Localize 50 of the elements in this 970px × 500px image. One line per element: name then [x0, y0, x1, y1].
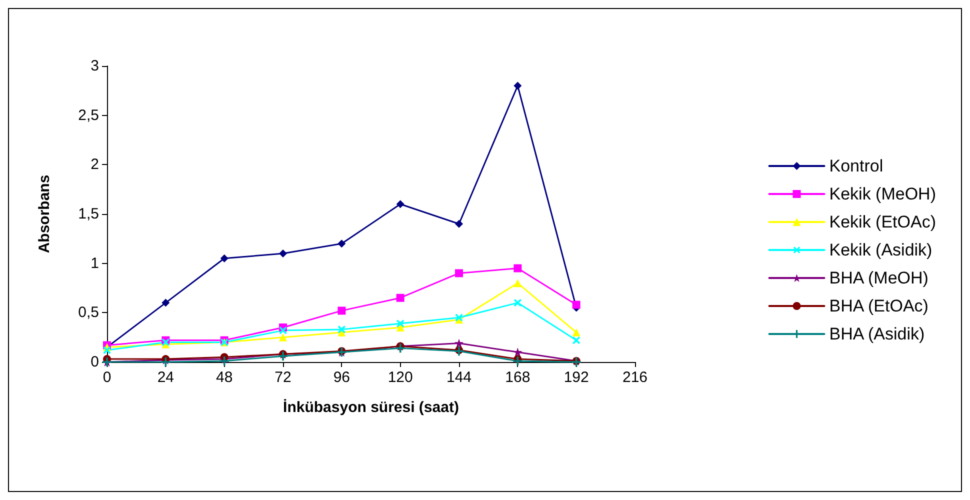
point: [455, 220, 463, 228]
point: [514, 82, 522, 90]
x-tick-label: 192: [564, 369, 589, 386]
point: [514, 298, 522, 307]
point: [338, 326, 346, 334]
legend-label: Kekik (Asidik): [829, 240, 932, 260]
y-tick-label: 1,5: [78, 206, 99, 222]
x-tick-label: 216: [622, 369, 648, 386]
y-tick-label: 2: [90, 156, 99, 174]
legend-label: Kontrol: [829, 156, 884, 176]
point: [572, 328, 580, 336]
legend-label: BHA (MeOH): [829, 268, 928, 288]
point: [514, 279, 522, 288]
x-axis-title: İnkübasyon süresi (saat): [283, 399, 459, 416]
x-tick-label: 0: [102, 369, 112, 386]
point: [338, 240, 346, 248]
point: [220, 254, 228, 262]
y-tick-label: 1: [90, 254, 99, 272]
point: [103, 346, 111, 354]
legend-label: Kekik (EtOAc): [829, 212, 936, 232]
point: [455, 269, 463, 278]
x-tick-label: 96: [333, 369, 350, 386]
point: [572, 336, 580, 344]
x-tick-label: 168: [505, 369, 530, 386]
point: [514, 264, 522, 272]
y-tick-label: 3: [90, 58, 99, 74]
point: [513, 356, 522, 366]
x-tick-label: 120: [388, 369, 413, 386]
x-tick-label: 72: [274, 369, 292, 386]
point: [279, 333, 287, 342]
legend-label: Kekik (MeOH): [829, 184, 936, 204]
point: [279, 249, 287, 258]
point: [572, 300, 580, 309]
legend-label: BHA (EtOAc): [829, 296, 928, 316]
point: [396, 320, 404, 328]
y-tick-label: 0,5: [78, 304, 99, 322]
y-tick-label: 2,5: [78, 106, 99, 124]
x-tick-label: 24: [157, 369, 174, 386]
point: [338, 306, 346, 315]
point: [279, 326, 287, 334]
x-tick-label: 144: [446, 369, 472, 386]
x-tick-label: 48: [216, 369, 233, 386]
point: [162, 298, 170, 307]
point: [396, 200, 404, 208]
point: [454, 338, 464, 348]
y-axis-title: Absorbans: [36, 174, 53, 254]
legend-label: BHA (Asidik): [829, 324, 925, 344]
y-tick-label: 0: [90, 354, 99, 370]
point: [396, 294, 404, 302]
point: [455, 314, 463, 322]
